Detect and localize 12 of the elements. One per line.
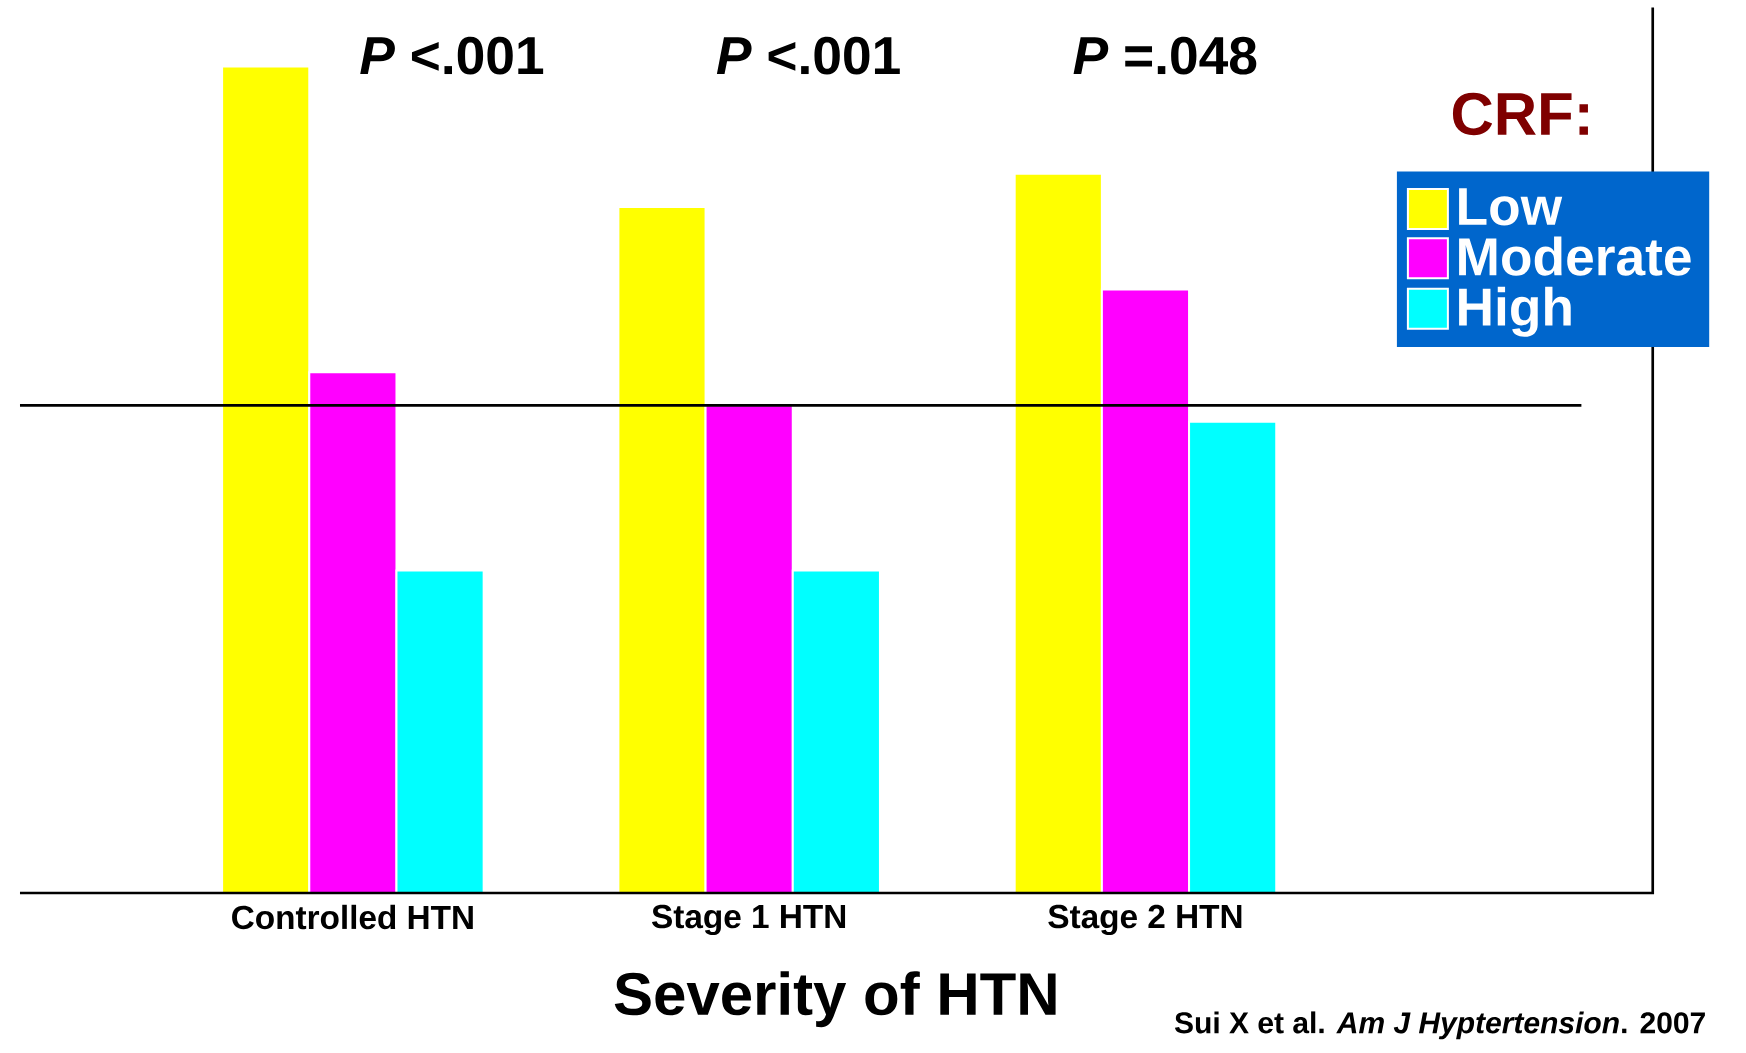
annotation: P <.001 bbox=[716, 36, 900, 75]
annotation: P <.001 bbox=[360, 36, 544, 75]
x-tick-label: Stage 2 HTN bbox=[1048, 904, 1242, 936]
legend-label: Moderate bbox=[1459, 236, 1691, 276]
legend-title: CRF: bbox=[1452, 92, 1588, 136]
text: Sui X et al. Am J Hyptertension. 2007 bbox=[1174, 1011, 1705, 1040]
x-tick-label: Controlled HTN bbox=[232, 904, 473, 930]
x-axis-title: Severity of HTN bbox=[614, 971, 1056, 1028]
annotation: P =.048 bbox=[1073, 36, 1257, 75]
x-tick-label: Stage 1 HTN bbox=[651, 904, 846, 936]
legend-label: Low bbox=[1459, 188, 1563, 226]
legend-label: High bbox=[1459, 286, 1571, 337]
